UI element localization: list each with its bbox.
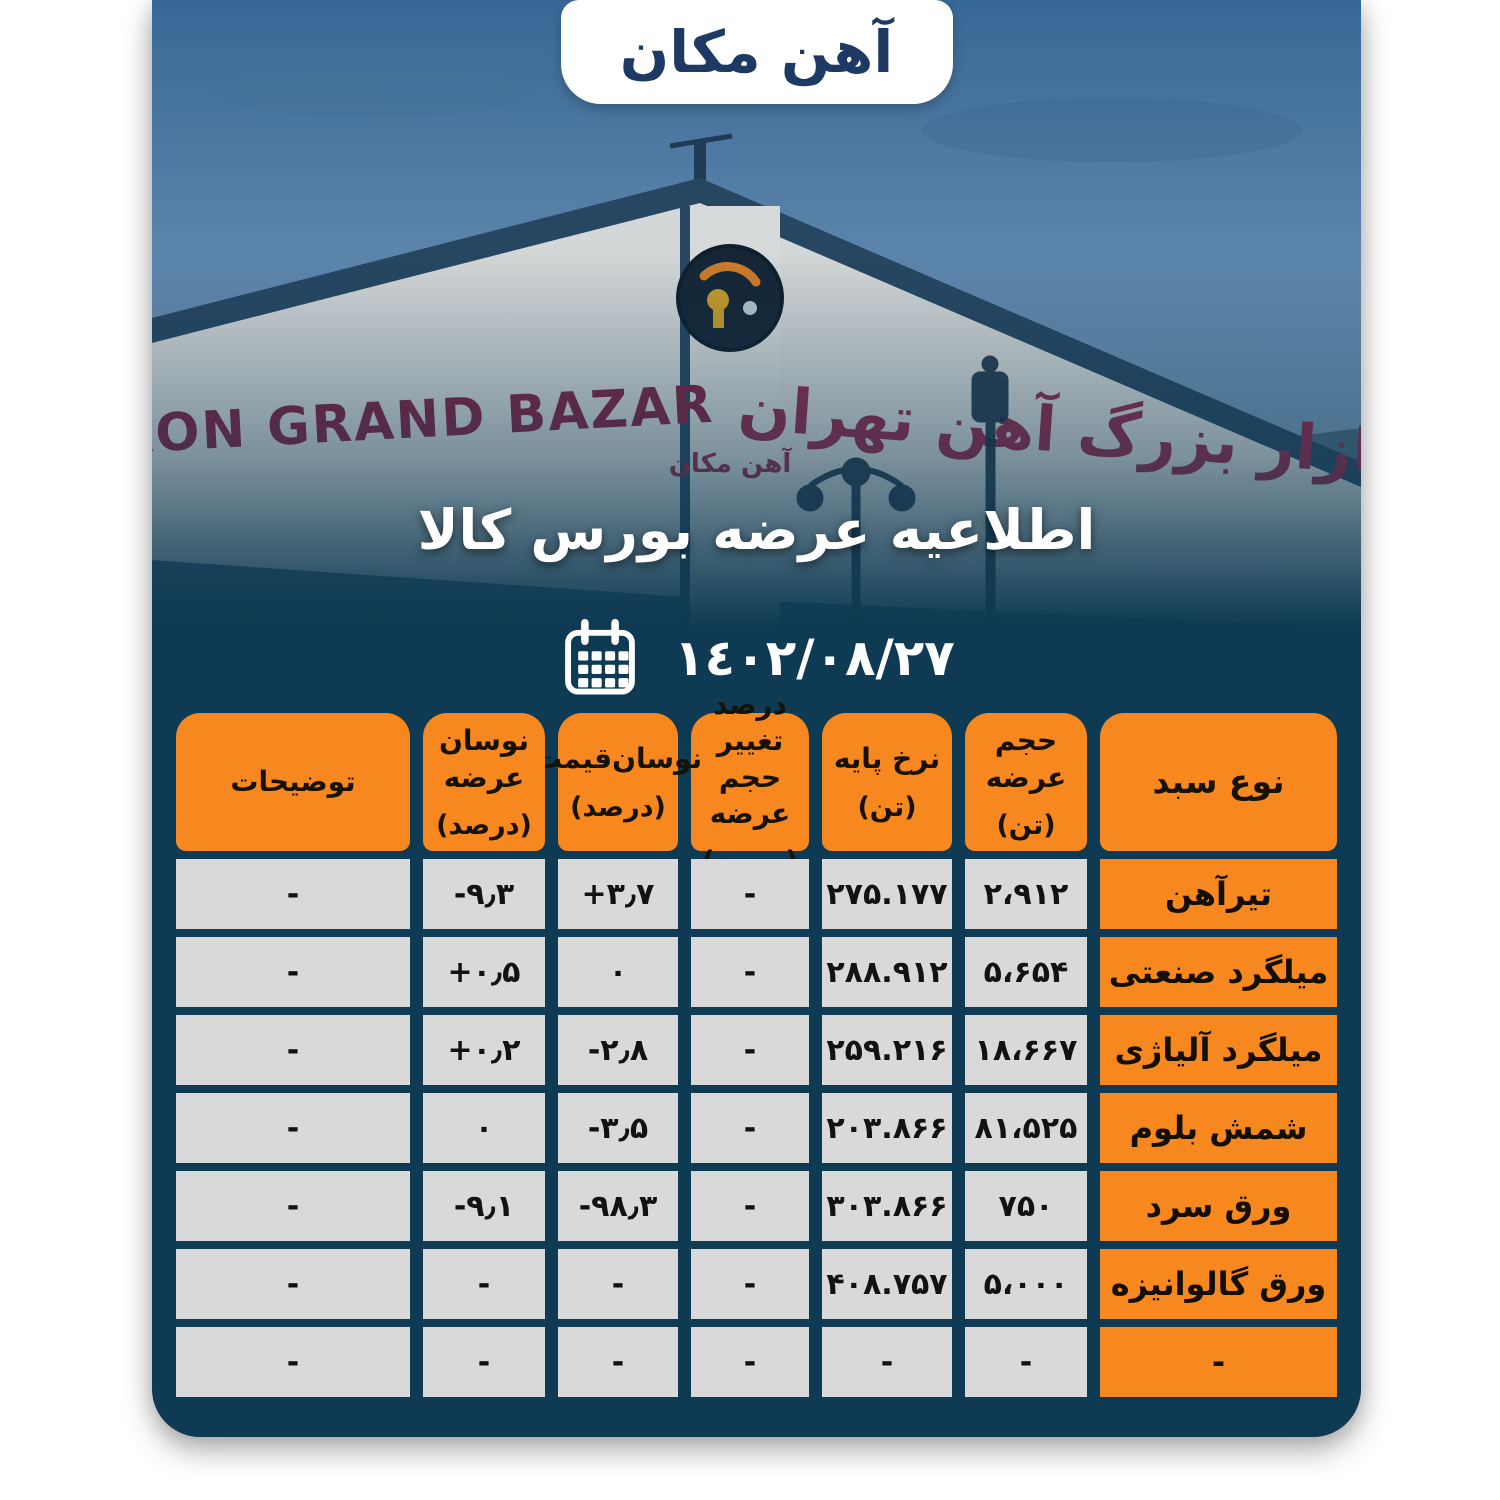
cell-base-rate: ۲۷۵.۱۷۷ xyxy=(822,859,952,929)
cloud xyxy=(212,62,532,118)
cell-volume: ۸۱،۵۲۵ xyxy=(965,1093,1087,1163)
cell-price-fluctuation: -۳٫۵ xyxy=(558,1093,678,1163)
column-header-base-rate: نرخ پایه (تن) xyxy=(822,713,952,851)
cell-supply-fluctuation: -۹٫۳ xyxy=(423,859,545,929)
photo-fade xyxy=(152,250,1361,628)
column-label: توضیحات xyxy=(230,764,356,798)
calendar-icon xyxy=(565,618,636,695)
cell-volume: ۱۸،۶۶۷ xyxy=(965,1015,1087,1085)
column-unit: (تن) xyxy=(857,791,917,823)
cell-price-fluctuation: - xyxy=(558,1327,678,1397)
column-label: نوسان‌قیمت xyxy=(533,742,703,776)
cell-notes: - xyxy=(176,1015,410,1085)
brand-logo-text: آهن مکان xyxy=(619,18,894,86)
cell-volume: - xyxy=(965,1327,1087,1397)
announcement-title: اطلاعیه عرضه بورس کالا xyxy=(417,498,1096,562)
cell-price-fluctuation: -۹۸٫۳ xyxy=(558,1171,678,1241)
cell-volume-change: - xyxy=(691,1327,809,1397)
row-label: ورق گالوانیزه xyxy=(1100,1249,1337,1319)
row-label: شمش بلوم xyxy=(1100,1093,1337,1163)
supply-table: نوع سبد حجم عرضه (تن) نرخ پایه (تن) درصد ت… xyxy=(176,688,1337,1397)
cell-volume-change: - xyxy=(691,1015,809,1085)
cell-notes: - xyxy=(176,859,410,929)
column-header-volume-change: درصد تغییر حجم عرضه(درصد) xyxy=(691,688,809,877)
cell-volume-change: - xyxy=(691,859,809,929)
cell-supply-fluctuation: ۰ xyxy=(423,1093,545,1163)
column-label: نرخ پایه xyxy=(833,742,941,776)
cell-volume-change: - xyxy=(691,1171,809,1241)
cell-volume: ۲،۹۱۲ xyxy=(965,859,1087,929)
cell-base-rate: ۴۰۸.۷۵۷ xyxy=(822,1249,952,1319)
cell-supply-fluctuation: +۰٫۲ xyxy=(423,1015,545,1085)
cell-price-fluctuation: +۳٫۷ xyxy=(558,859,678,929)
column-header-basket: نوع سبد xyxy=(1100,713,1337,851)
cell-supply-fluctuation: - xyxy=(423,1249,545,1319)
column-header-volume: حجم عرضه (تن) xyxy=(965,713,1087,851)
row-label: میلگرد صنعتی xyxy=(1100,937,1337,1007)
column-label: حجم عرضه xyxy=(985,724,1067,794)
column-header-price-fluctuation: نوسان‌قیمت (درصد) xyxy=(534,713,702,851)
brand-logo-plate: آهن مکان xyxy=(560,0,953,104)
column-header-supply-fluctuation: نوسان عرضه (درصد) xyxy=(423,713,545,851)
row-label: میلگرد آلیاژی xyxy=(1100,1015,1337,1085)
cell-base-rate: ۲۵۹.۲۱۶ xyxy=(822,1015,952,1085)
column-unit: (درصد) xyxy=(436,809,532,841)
cell-base-rate: ۲۰۳.۸۶۶ xyxy=(822,1093,952,1163)
column-unit: (تن) xyxy=(996,809,1056,841)
cell-notes: - xyxy=(176,1093,410,1163)
cell-price-fluctuation: -۲٫۸ xyxy=(558,1015,678,1085)
column-unit: (درصد) xyxy=(570,791,666,823)
cell-volume-change: - xyxy=(691,1249,809,1319)
announcement-date: ١٤٠٢/٠٨/٢٧ xyxy=(674,629,955,687)
row-label: - xyxy=(1100,1327,1337,1397)
cell-supply-fluctuation: - xyxy=(423,1327,545,1397)
column-label: نوسان عرضه xyxy=(438,724,529,794)
cell-volume: ۷۵۰ xyxy=(965,1171,1087,1241)
cell-supply-fluctuation: +۰٫۵ xyxy=(423,937,545,1007)
cell-base-rate: ۳۰۳.۸۶۶ xyxy=(822,1171,952,1241)
cell-notes: - xyxy=(176,937,410,1007)
cell-base-rate: ۲۸۸.۹۱۲ xyxy=(822,937,952,1007)
cell-supply-fluctuation: -۹٫۱ xyxy=(423,1171,545,1241)
cell-volume: ۵،۶۵۴ xyxy=(965,937,1087,1007)
cell-volume-change: - xyxy=(691,1093,809,1163)
row-label: ورق سرد xyxy=(1100,1171,1337,1241)
cell-volume-change: - xyxy=(691,937,809,1007)
cell-price-fluctuation: ۰ xyxy=(558,937,678,1007)
gate-photo-illustration: 021 53216 ب جاوید ره هوشمند آهن مکان IRO… xyxy=(152,0,1361,628)
gate-photo: 021 53216 ب جاوید ره هوشمند آهن مکان IRO… xyxy=(152,0,1361,628)
mast-antenna xyxy=(669,133,733,149)
announcement-card: 021 53216 ب جاوید ره هوشمند آهن مکان IRO… xyxy=(152,0,1361,1437)
column-header-notes: توضیحات xyxy=(176,713,410,851)
cell-notes: - xyxy=(176,1249,410,1319)
column-label: درصد تغییر حجم عرضه xyxy=(709,687,791,830)
date-row: ١٤٠٢/٠٨/٢٧ xyxy=(152,610,1361,706)
cell-price-fluctuation: - xyxy=(558,1249,678,1319)
cell-base-rate: - xyxy=(822,1327,952,1397)
cell-notes: - xyxy=(176,1327,410,1397)
row-label: تیرآهن xyxy=(1100,859,1337,929)
column-label: نوع سبد xyxy=(1152,761,1285,801)
cell-notes: - xyxy=(176,1171,410,1241)
cell-volume: ۵،۰۰۰ xyxy=(965,1249,1087,1319)
cloud xyxy=(922,98,1302,162)
